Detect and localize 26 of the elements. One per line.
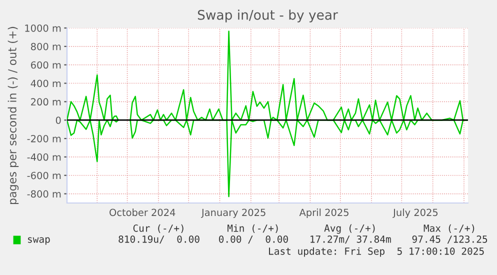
text: 0.00 / 0.00 bbox=[218, 235, 288, 244]
text: 17.27m/ 37.84m bbox=[310, 235, 391, 244]
text: 97.45 /123.25 bbox=[412, 235, 488, 244]
chart-title: Swap in/out - by year bbox=[198, 10, 338, 22]
text: Max (-/+) bbox=[424, 224, 474, 233]
y-tick-label: -600 m bbox=[27, 172, 61, 180]
text: Avg (-/+) bbox=[324, 224, 375, 234]
y-tick-label: 600 m bbox=[31, 61, 61, 69]
x-tick-label: July 2025 bbox=[392, 208, 438, 218]
text: 810.19u/ 0.00 bbox=[118, 235, 200, 244]
y-tick-label: 400 m bbox=[30, 80, 61, 88]
text: Last update: Fri Sep 5 17:00:10 2025 bbox=[269, 247, 484, 257]
y-tick-label: 800 m bbox=[30, 42, 61, 50]
x-tick-label: January 2025 bbox=[200, 208, 266, 218]
y-tick-label: -200 m bbox=[27, 135, 61, 142]
legend-label: swap bbox=[28, 237, 50, 245]
x-tick-label: April 2025 bbox=[299, 208, 348, 218]
y-tick-label: -800 m bbox=[27, 190, 61, 198]
y-tick-label: 1000 m bbox=[25, 24, 61, 32]
y-axis-title: pages per second in (-) / out (+) bbox=[8, 26, 19, 204]
y-tick-label: -400 m bbox=[27, 153, 61, 161]
text: Cur (-/+) bbox=[133, 224, 184, 233]
text: Min (-/+) bbox=[228, 224, 278, 233]
x-tick-label: October 2024 bbox=[110, 208, 176, 216]
y-tick-label: 0 bbox=[56, 116, 61, 124]
y-tick-label: 200 m bbox=[31, 98, 61, 106]
